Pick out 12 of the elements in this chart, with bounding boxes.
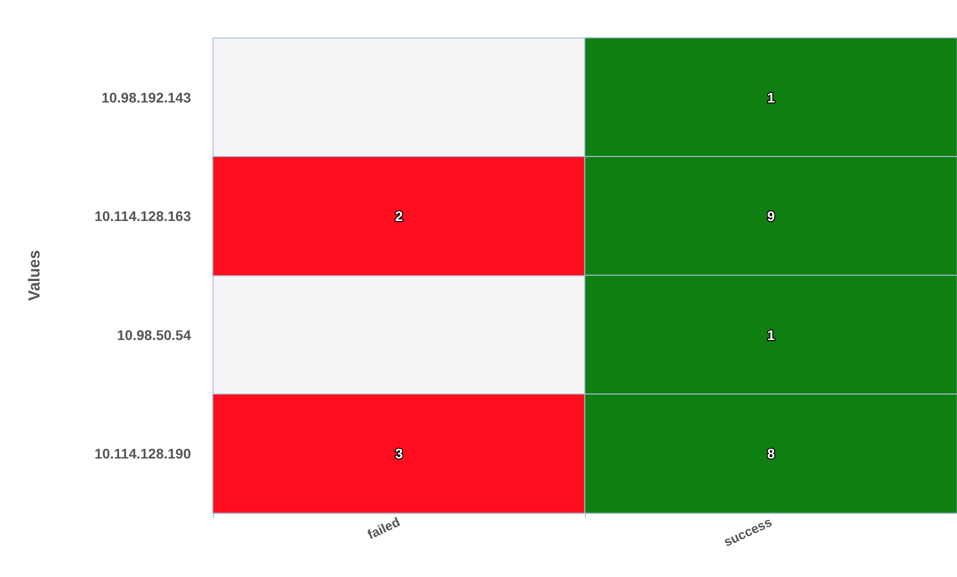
y-axis-title: Values <box>26 250 44 301</box>
data-label: 9 <box>767 208 776 224</box>
data-label: 2 <box>395 208 404 224</box>
y-tick-label: 10.114.128.190 <box>94 446 192 462</box>
y-tick-label: 10.114.128.163 <box>94 208 192 224</box>
y-tick-label: 10.98.192.143 <box>101 89 192 106</box>
y-tick-label: 10.98.50.54 <box>117 326 192 343</box>
data-label: 3 <box>395 446 404 462</box>
data-label: 1 <box>767 89 776 106</box>
x-tick-label: failed <box>365 514 402 542</box>
data-label: 8 <box>767 446 776 462</box>
data-label: 1 <box>767 326 776 343</box>
